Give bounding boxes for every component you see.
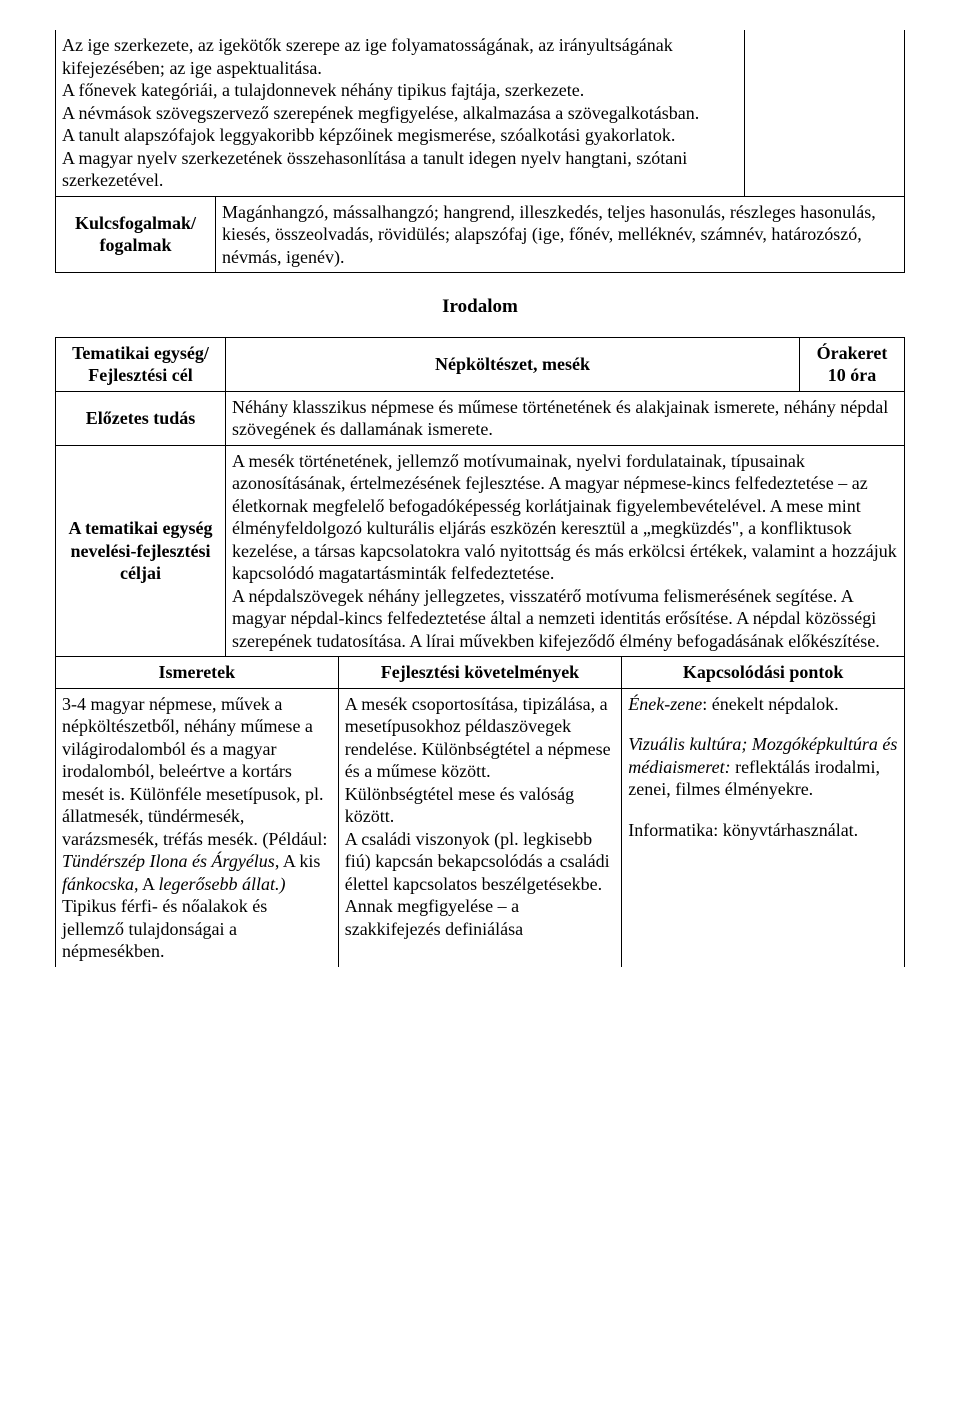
body-c2-text: A mesék csoportosítása, tipizálása, a me…: [345, 693, 616, 941]
header-c2: Fejlesztési követelmények: [338, 657, 622, 688]
spacer: [628, 715, 898, 733]
section1-narrative-cell: Az ige szerkezete, az igekötők szerepe a…: [56, 30, 745, 196]
body-c3-t3: : könyvtárhasználat.: [713, 820, 858, 840]
irodalom-heading: Irodalom: [55, 295, 905, 319]
body-c1-post: Tipikus férfi- és nőalakok és jellemző t…: [62, 896, 267, 961]
body-c1-mid2: , A: [134, 874, 159, 894]
row2-left: Előzetes tudás: [56, 391, 226, 445]
body-c3: Ének-zene: énekelt népdalok. Vizuális ku…: [622, 688, 905, 967]
kulcs-label-text: Kulcsfogalmak/ fogalmak: [62, 212, 209, 257]
row3-right: A mesék történetének, jellemző motívumai…: [226, 445, 905, 657]
body-c1-ital2: fánkocska: [62, 874, 134, 894]
section1-empty-cell: [745, 30, 905, 196]
body-c2: A mesék csoportosítása, tipizálása, a me…: [338, 688, 622, 967]
row1-mid-text: Népköltészet, mesék: [232, 353, 793, 376]
kulcs-text-cell: Magánhangzó, mássalhangzó; hangrend, ill…: [216, 196, 905, 273]
body-c1-ital3: legerősebb állat.): [159, 874, 286, 894]
row3-left-text: A tematikai egység nevelési-fejlesztési …: [62, 517, 219, 585]
section2-table: Tematikai egység/ Fejlesztési cél Népköl…: [55, 337, 905, 658]
row1-mid: Népköltészet, mesék: [226, 337, 800, 391]
body-c1-pre: 3-4 magyar népmese, művek a népköltészet…: [62, 694, 327, 849]
row1-left: Tematikai egység/ Fejlesztési cél: [56, 337, 226, 391]
row1-left-text: Tematikai egység/ Fejlesztési cél: [62, 342, 219, 387]
body-c3-block: Ének-zene: énekelt népdalok. Vizuális ku…: [628, 693, 898, 842]
header-c3: Kapcsolódási pontok: [622, 657, 905, 688]
body-c1-ital1: Tündérszép Ilona és Árgyélus: [62, 851, 275, 871]
row1-right-text: Órakeret 10 óra: [806, 342, 898, 387]
body-c3-t1: : énekelt népdalok.: [702, 694, 838, 714]
kulcs-label: Kulcsfogalmak/ fogalmak: [56, 196, 216, 273]
kulcs-text: Magánhangzó, mássalhangzó; hangrend, ill…: [222, 201, 898, 269]
row1-right: Órakeret 10 óra: [800, 337, 905, 391]
body-c3-ital1: Ének-zene: [628, 694, 702, 714]
section2-subtable: Ismeretek Fejlesztési követelmények Kapc…: [55, 657, 905, 967]
section1-narrative: Az ige szerkezete, az igekötők szerepe a…: [62, 34, 738, 192]
spacer2: [628, 801, 898, 819]
row3-left: A tematikai egység nevelési-fejlesztési …: [56, 445, 226, 657]
row2-right: Néhány klasszikus népmese és műmese tört…: [226, 391, 905, 445]
body-c1: 3-4 magyar népmese, művek a népköltészet…: [56, 688, 339, 967]
body-c1-mid1: , A kis: [275, 851, 321, 871]
row2-right-text: Néhány klasszikus népmese és műmese tört…: [232, 396, 898, 441]
row3-right-text: A mesék történetének, jellemző motívumai…: [232, 450, 898, 653]
section1-table: Az ige szerkezete, az igekötők szerepe a…: [55, 30, 905, 273]
header-c1: Ismeretek: [56, 657, 339, 688]
row2-left-text: Előzetes tudás: [62, 407, 219, 430]
body-c3-t3a: Informatika: [628, 820, 713, 840]
